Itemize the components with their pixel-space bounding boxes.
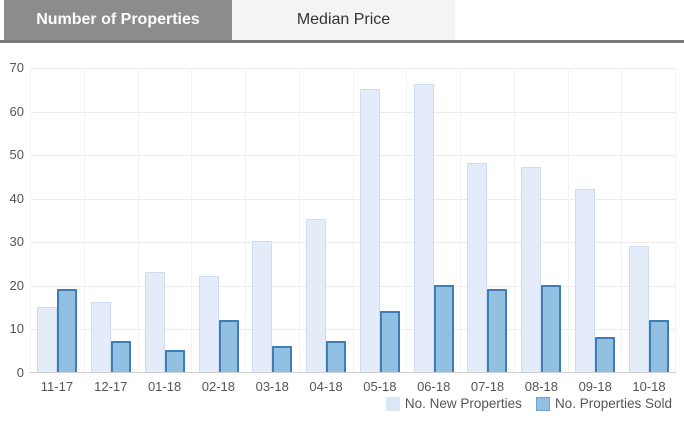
bar-new-07-18[interactable]	[467, 163, 488, 372]
y-tick-label-0: 0	[16, 365, 24, 380]
y-tick-label-70: 70	[9, 60, 24, 75]
bar-group-03-18	[245, 68, 299, 372]
bar-sold-04-18[interactable]	[326, 341, 347, 372]
x-tick-label-07-18: 07-18	[470, 379, 505, 394]
bar-sold-07-18[interactable]	[487, 289, 508, 372]
bar-groups	[30, 68, 676, 372]
bar-new-10-18[interactable]	[628, 246, 649, 372]
bar-sold-01-18[interactable]	[164, 350, 185, 372]
bar-sold-06-18[interactable]	[433, 285, 454, 372]
legend: No. New Properties No. Properties Sold	[385, 396, 672, 411]
bar-new-08-18[interactable]	[521, 167, 542, 372]
bar-group-08-18	[513, 68, 568, 372]
bar-new-05-18[interactable]	[359, 89, 380, 372]
bar-group-04-18	[298, 68, 353, 372]
tab-bar: Number of Properties Median Price	[0, 0, 684, 43]
x-tick-label-06-18: 06-18	[417, 379, 451, 394]
bar-group-10-18	[621, 68, 676, 372]
bar-sold-12-17[interactable]	[111, 341, 132, 372]
y-tick-label-50: 50	[9, 147, 24, 163]
x-tick-label-10-18: 10-18	[632, 379, 666, 394]
bar-new-04-18[interactable]	[306, 219, 327, 372]
x-tick-label-08-18: 08-18	[524, 379, 558, 394]
bar-group-07-18	[460, 68, 514, 372]
bar-sold-08-18[interactable]	[541, 285, 562, 372]
y-tick-label-10: 10	[9, 321, 24, 337]
plot-area	[30, 68, 676, 373]
x-axis-labels: 11-17 12-17 01-18 02-18 03-18 04-18 05-18 06-18…	[30, 375, 676, 394]
bar-sold-03-18[interactable]	[272, 346, 293, 372]
legend-label-properties-sold: No. Properties Sold	[554, 396, 672, 411]
bar-group-06-18	[406, 68, 460, 372]
y-tick-label-20: 20	[9, 277, 24, 293]
bar-group-09-18	[567, 68, 622, 372]
bar-new-09-18[interactable]	[574, 189, 595, 372]
bar-new-06-18[interactable]	[413, 84, 434, 372]
bar-sold-10-18[interactable]	[648, 320, 669, 372]
bar-group-05-18	[352, 68, 407, 372]
y-axis-labels: 0 10 20 30 40 50 60 70	[0, 60, 24, 380]
bar-sold-05-18[interactable]	[379, 311, 400, 372]
bar-sold-09-18[interactable]	[594, 337, 615, 372]
bar-new-03-18[interactable]	[252, 241, 273, 372]
bar-new-01-18[interactable]	[144, 272, 165, 372]
bar-new-12-17[interactable]	[91, 302, 112, 372]
bar-group-11-17	[30, 68, 84, 372]
x-tick-label-12-17: 12-17	[94, 379, 128, 394]
legend-item-properties-sold[interactable]: No. Properties Sold	[535, 396, 672, 411]
x-tick-label-01-18: 01-18	[147, 379, 182, 394]
x-tick-label-11-17: 11-17	[40, 379, 74, 394]
legend-swatch-new-properties-icon	[385, 396, 400, 411]
y-tick-label-40: 40	[9, 190, 24, 206]
x-tick-label-04-18: 04-18	[309, 379, 343, 394]
bar-group-02-18	[191, 68, 245, 372]
bar-new-02-18[interactable]	[198, 276, 219, 372]
x-tick-label-03-18: 03-18	[255, 379, 289, 394]
x-tick-label-02-18: 02-18	[201, 379, 236, 394]
x-tick-label-09-18: 09-18	[578, 379, 612, 394]
legend-label-new-properties: No. New Properties	[404, 396, 522, 411]
tab-number-of-properties[interactable]: Number of Properties	[4, 0, 232, 40]
tab-median-price[interactable]: Median Price	[232, 0, 455, 40]
y-tick-label-30: 30	[9, 234, 24, 250]
bar-new-11-17[interactable]	[37, 307, 58, 372]
bar-sold-11-17[interactable]	[57, 289, 78, 372]
bar-group-01-18	[137, 68, 192, 372]
bar-group-12-17	[83, 68, 138, 372]
bar-sold-02-18[interactable]	[218, 320, 239, 372]
chart-area: 0 10 20 30 40 50 60 70 11-17 12-17 01-18 02-18 03-1…	[0, 43, 684, 424]
x-tick-label-05-18: 05-18	[363, 379, 397, 394]
legend-swatch-properties-sold-icon	[535, 396, 550, 411]
legend-item-new-properties[interactable]: No. New Properties	[385, 396, 522, 411]
y-tick-label-60: 60	[9, 103, 24, 119]
